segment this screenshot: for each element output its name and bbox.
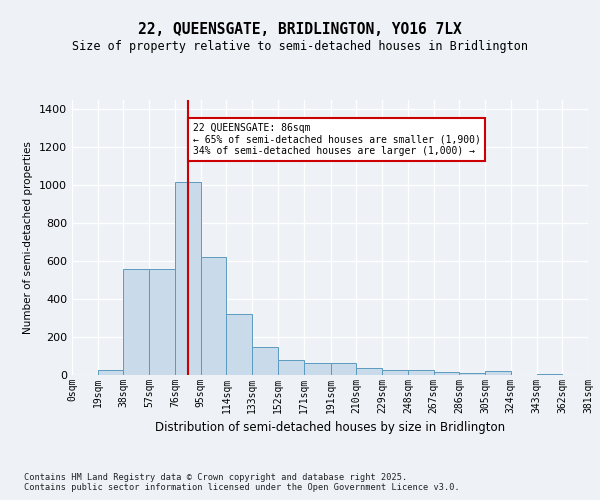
- Bar: [485, 371, 511, 375]
- Bar: [124, 269, 149, 375]
- X-axis label: Distribution of semi-detached houses by size in Bridlington: Distribution of semi-detached houses by …: [155, 422, 505, 434]
- Text: Size of property relative to semi-detached houses in Bridlington: Size of property relative to semi-detach…: [72, 40, 528, 53]
- Bar: [434, 372, 460, 375]
- Y-axis label: Number of semi-detached properties: Number of semi-detached properties: [23, 141, 34, 334]
- Bar: [200, 258, 226, 375]
- Bar: [149, 269, 175, 375]
- Text: Contains HM Land Registry data © Crown copyright and database right 2025.
Contai: Contains HM Land Registry data © Crown c…: [24, 473, 460, 492]
- Bar: [536, 374, 562, 375]
- Bar: [356, 368, 382, 375]
- Bar: [278, 360, 304, 375]
- Bar: [226, 314, 252, 375]
- Text: 22, QUEENSGATE, BRIDLINGTON, YO16 7LX: 22, QUEENSGATE, BRIDLINGTON, YO16 7LX: [138, 22, 462, 38]
- Bar: [460, 374, 485, 375]
- Bar: [175, 182, 200, 375]
- Bar: [304, 362, 331, 375]
- Bar: [408, 370, 434, 375]
- Bar: [382, 370, 408, 375]
- Bar: [252, 346, 278, 375]
- Bar: [331, 362, 356, 375]
- Bar: [98, 370, 124, 375]
- Text: 22 QUEENSGATE: 86sqm
← 65% of semi-detached houses are smaller (1,900)
34% of se: 22 QUEENSGATE: 86sqm ← 65% of semi-detac…: [193, 123, 481, 156]
